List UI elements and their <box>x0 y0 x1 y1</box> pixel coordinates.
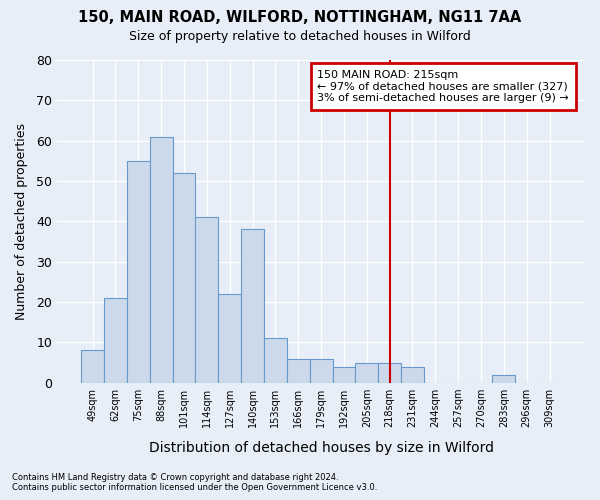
Text: Contains public sector information licensed under the Open Government Licence v3: Contains public sector information licen… <box>12 484 377 492</box>
Bar <box>401 366 424 383</box>
Bar <box>332 366 355 383</box>
Text: Size of property relative to detached houses in Wilford: Size of property relative to detached ho… <box>129 30 471 43</box>
Bar <box>378 362 401 383</box>
Bar <box>150 136 173 383</box>
Bar <box>196 218 218 383</box>
Bar <box>218 294 241 383</box>
Bar <box>241 230 264 383</box>
Bar <box>264 338 287 383</box>
Bar <box>173 173 196 383</box>
Bar <box>310 358 332 383</box>
Text: 150, MAIN ROAD, WILFORD, NOTTINGHAM, NG11 7AA: 150, MAIN ROAD, WILFORD, NOTTINGHAM, NG1… <box>79 10 521 25</box>
Y-axis label: Number of detached properties: Number of detached properties <box>15 123 28 320</box>
Bar <box>127 161 150 383</box>
Text: Contains HM Land Registry data © Crown copyright and database right 2024.: Contains HM Land Registry data © Crown c… <box>12 474 338 482</box>
Bar <box>493 374 515 383</box>
Text: 150 MAIN ROAD: 215sqm
← 97% of detached houses are smaller (327)
3% of semi-deta: 150 MAIN ROAD: 215sqm ← 97% of detached … <box>317 70 569 103</box>
Bar <box>355 362 378 383</box>
Bar <box>104 298 127 383</box>
Bar <box>81 350 104 383</box>
Bar <box>287 358 310 383</box>
X-axis label: Distribution of detached houses by size in Wilford: Distribution of detached houses by size … <box>149 441 494 455</box>
